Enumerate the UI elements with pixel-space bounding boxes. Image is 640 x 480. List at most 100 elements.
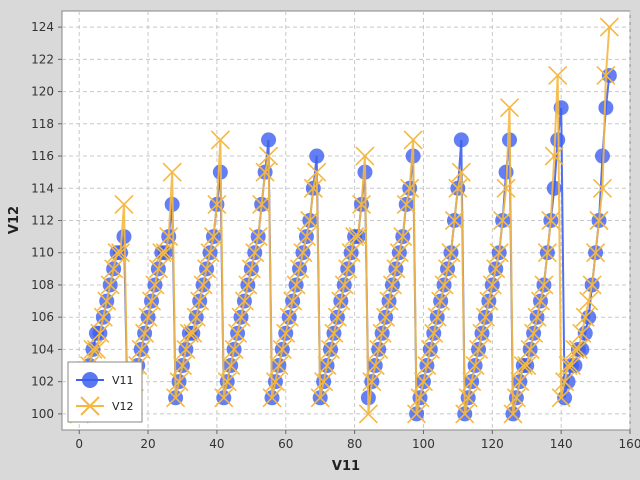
v12-point	[197, 259, 217, 279]
v12-point	[496, 178, 516, 198]
v12-point	[517, 355, 537, 376]
v11-point	[557, 390, 573, 406]
v12-point	[548, 65, 568, 86]
v12-point	[238, 275, 258, 295]
v12-point	[358, 404, 378, 424]
v12-point	[345, 227, 365, 247]
v12-point	[396, 194, 416, 214]
v12-point	[393, 227, 413, 247]
v12-point	[551, 388, 571, 408]
legend-label-v12: V12	[112, 400, 134, 413]
legend-label-v11: V11	[112, 374, 134, 387]
y-tick-label: 122	[31, 52, 54, 66]
v12-point	[527, 307, 547, 327]
v12-point	[493, 210, 513, 231]
axes: 0 20 40 60 80 100 120 140 160 100 102 104 106 108 110 1…	[31, 20, 640, 451]
v12-point	[138, 307, 158, 327]
v12-point	[217, 372, 237, 392]
v11-point	[601, 67, 617, 83]
v12-point	[413, 372, 434, 392]
v12-point	[444, 210, 465, 231]
y-tick-label: 110	[31, 246, 54, 260]
v12-point	[276, 323, 296, 343]
v12-point	[386, 259, 406, 279]
v12-point	[462, 372, 482, 392]
y-tick-label: 106	[31, 310, 54, 324]
v12-point	[489, 243, 509, 263]
v12-point	[589, 210, 609, 231]
v12-point	[293, 243, 313, 263]
v12-point	[314, 372, 334, 392]
v12-point	[86, 339, 106, 359]
v12-point	[258, 146, 279, 166]
v12-point	[100, 275, 120, 295]
v12-point	[441, 243, 461, 263]
v12-point	[341, 243, 361, 263]
v12-point	[269, 355, 289, 376]
v12-point	[234, 291, 255, 311]
x-tick-label: 120	[481, 437, 504, 451]
v12-point	[351, 194, 372, 214]
v12-point	[524, 323, 544, 343]
v12-point	[582, 275, 602, 295]
v12-point	[193, 275, 213, 295]
v12-point	[355, 146, 375, 166]
v12-point	[410, 388, 430, 408]
v12-point	[382, 275, 403, 295]
v12-point	[541, 210, 561, 231]
v12-point	[203, 227, 224, 247]
v12-point	[417, 355, 437, 376]
v12-point	[317, 355, 337, 376]
v12-point	[534, 275, 554, 295]
v12-point	[403, 130, 423, 150]
v12-point	[90, 323, 110, 343]
v12-point	[475, 307, 495, 327]
legend-marker-v11	[82, 372, 98, 388]
x-tick-label: 60	[278, 437, 293, 451]
v12-point	[486, 259, 506, 279]
v12-point	[207, 194, 227, 214]
v12-point	[104, 259, 124, 279]
v12-point	[110, 243, 131, 263]
v12-point	[210, 130, 230, 150]
v12-point	[376, 307, 396, 327]
v12-point	[400, 178, 420, 198]
v12-point	[544, 146, 564, 166]
v12-point	[372, 323, 392, 343]
x-tick-label: 100	[412, 437, 435, 451]
y-tick-label: 108	[31, 278, 54, 292]
v12-point	[172, 355, 193, 376]
v12-point	[465, 355, 485, 376]
v12-point	[183, 323, 203, 343]
v12-point	[579, 291, 599, 311]
v12-point	[155, 243, 175, 263]
v12-point	[451, 162, 471, 182]
v12-point	[296, 227, 316, 247]
y-tick-label: 100	[31, 407, 54, 421]
legend-marker-v12	[80, 396, 100, 416]
v12-point	[262, 388, 282, 408]
v12-point	[310, 388, 330, 408]
v11-point	[453, 132, 469, 148]
v12-point	[169, 372, 189, 392]
v12-point	[283, 291, 303, 311]
v12-point	[303, 178, 323, 198]
v12-point	[214, 388, 234, 408]
v12-point	[448, 178, 468, 198]
y-tick-label: 114	[31, 181, 54, 195]
v12-point	[97, 291, 117, 311]
v12-point	[327, 307, 347, 327]
y-tick-label: 118	[31, 117, 54, 131]
v12-point	[499, 98, 520, 118]
v12-point	[575, 307, 595, 327]
legend: V11 V12	[67, 361, 143, 423]
v12-point	[131, 339, 151, 359]
v12-point	[572, 323, 592, 343]
v12-point	[530, 291, 551, 311]
v12-point	[510, 372, 530, 392]
v12-point	[482, 275, 502, 295]
x-tick-label: 0	[75, 437, 83, 451]
x-axis-title: V11	[332, 459, 360, 474]
v12-point	[427, 307, 447, 327]
v12-point	[424, 323, 444, 343]
